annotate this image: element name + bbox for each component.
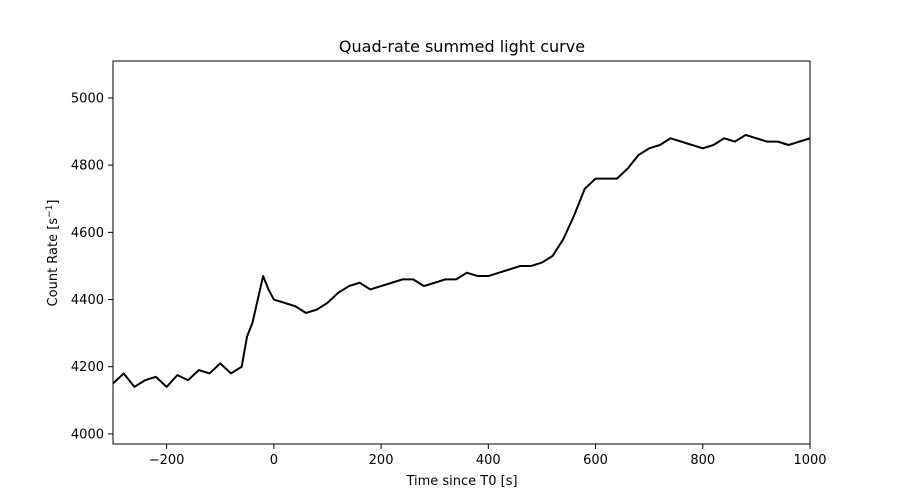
x-tick-label: −200 [149,453,185,468]
count-rate-line [113,133,810,388]
y-axis-label: Count Rate [s−1] [45,200,61,307]
series-group [113,133,810,388]
x-axis-label: Time since T0 [s] [405,474,517,489]
y-tick-label: 4800 [71,159,104,174]
plot-area-frame [112,60,811,445]
y-axis-ticks: 4000 4200 4400 4600 4800 5000 [71,91,113,442]
y-tick-label: 4600 [71,226,104,241]
chart-title: Quad-rate summed light curve [339,37,585,56]
y-tick-label: 5000 [71,91,104,106]
y-axis-label-exponent: −1 [45,205,55,218]
x-tick-label: 400 [476,453,501,468]
x-tick-label: 200 [369,453,394,468]
x-tick-label: 600 [583,453,608,468]
y-tick-label: 4000 [71,427,104,442]
y-tick-label: 4200 [71,360,104,375]
y-axis-label-main: Count Rate [s [46,218,61,307]
x-axis-ticks: −200 0 200 400 600 800 1000 [149,444,827,468]
x-tick-label: 800 [690,453,715,468]
x-tick-label: 1000 [793,453,826,468]
y-axis-label-end: ] [46,200,61,205]
y-tick-label: 4400 [71,293,104,308]
x-tick-label: 0 [270,453,278,468]
